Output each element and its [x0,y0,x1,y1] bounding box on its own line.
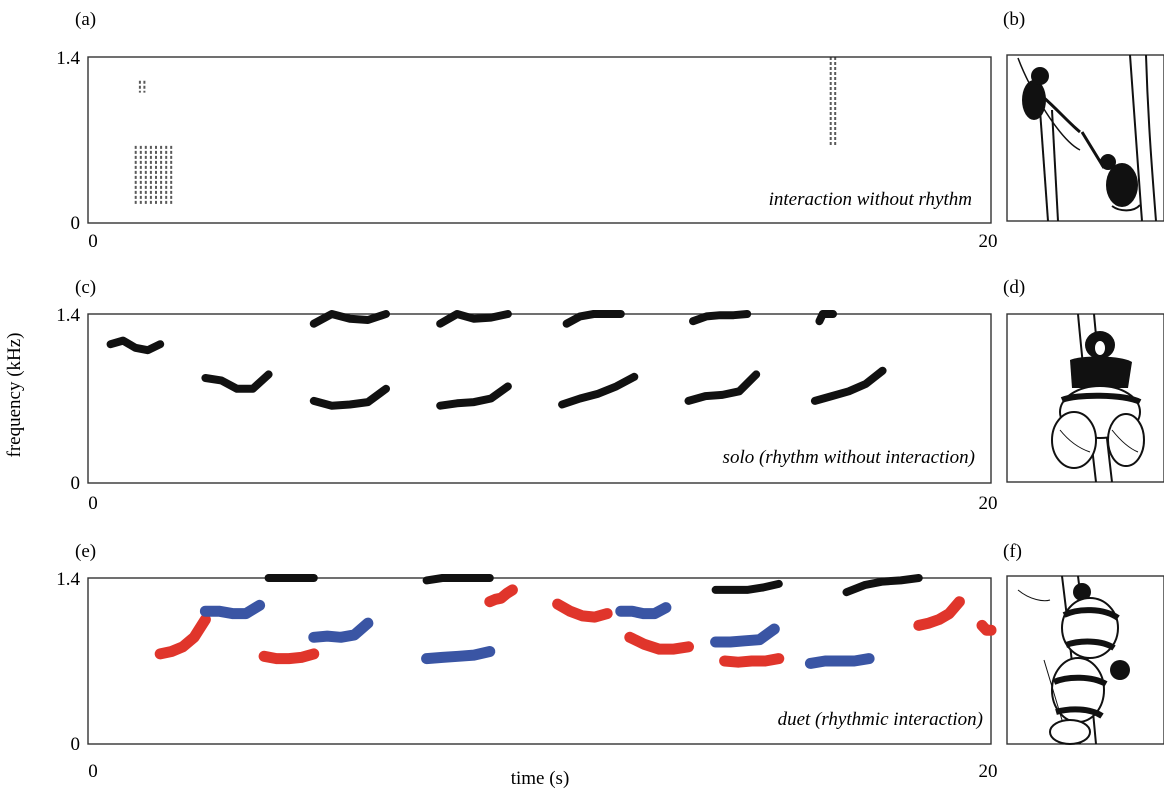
call-mark-1-0-8 [436,310,512,328]
spectrogram-panel-c: (c) 1.4 0 0 20 solo (rhythm without inte… [56,277,997,514]
call-mark-0-0-0 [134,145,173,206]
x-axis-label: time (s) [511,768,570,789]
two-lemurs-reaching-illustration [1017,54,1157,222]
call-mark-1-0-7 [309,310,390,328]
illustration-panel-b: (b) [1003,9,1164,222]
call-marks-c [106,310,887,410]
call-mark-2-1-2 [421,646,496,665]
call-marks-a [134,57,837,206]
x-tick-right-a: 20 [979,231,998,252]
call-mark-2-2-2 [711,579,783,594]
call-mark-2-0-5 [719,653,785,668]
panel-label-a: (a) [75,9,96,30]
annotation-c: solo (rhythm without interaction) [723,447,975,468]
panel-label-c: (c) [75,277,96,298]
panel-label-e: (e) [75,541,96,562]
y-tick-top-e: 1.4 [56,569,80,590]
y-tick-top-a: 1.4 [56,48,80,69]
annotation-a: interaction without rhythm [769,189,972,210]
call-marks-e [154,574,997,669]
call-mark-1-0-3 [436,382,512,410]
call-mark-2-0-1 [258,648,320,665]
call-mark-0-0-2 [829,57,837,146]
x-tick-left-a: 0 [88,231,98,252]
call-mark-2-1-1 [308,617,374,643]
panel-label-b: (b) [1003,9,1025,30]
two-lemurs-duetting-illustration [1017,575,1130,745]
y-tick-top-c: 1.4 [56,305,80,326]
y-tick-bottom-e: 0 [71,734,81,755]
spectrogram-panel-e: (e) 1.4 0 0 20 duet (rhythmic interactio… [56,541,997,789]
call-mark-1-0-11 [815,310,837,326]
call-mark-2-0-4 [624,631,694,655]
single-lemur-calling-illustration [1051,313,1145,483]
spectrogram-panel-a: (a) 1.4 0 0 20 interaction without rhyth… [56,9,997,252]
annotation-e: duet (rhythmic interaction) [778,709,983,730]
call-mark-1-0-10 [689,310,752,326]
x-tick-left-c: 0 [88,493,98,514]
call-mark-2-0-0 [154,614,211,660]
panel-label-d: (d) [1003,277,1025,298]
call-mark-1-0-2 [309,384,390,410]
x-tick-right-e: 20 [979,761,998,782]
call-mark-1-0-4 [558,372,639,409]
x-tick-right-c: 20 [979,493,998,514]
call-mark-1-0-1 [201,370,273,393]
call-mark-2-1-0 [199,599,266,620]
plot-frame-e [87,577,992,745]
call-mark-2-0-7 [976,619,997,636]
call-mark-2-0-3 [552,598,613,623]
call-mark-1-0-6 [810,366,887,405]
call-mark-2-1-4 [710,623,780,648]
y-tick-bottom-c: 0 [71,473,81,494]
call-mark-1-0-0 [106,336,165,355]
call-mark-2-0-6 [913,596,965,631]
call-mark-1-0-9 [562,310,625,328]
plot-frame-a [87,56,992,224]
call-mark-2-1-3 [615,602,672,620]
y-axis-label: frequency (kHz) [4,332,25,457]
x-tick-left-e: 0 [88,761,98,782]
call-mark-2-0-2 [484,584,518,608]
illustration-panel-f: (f) [1003,541,1164,745]
panel-label-f: (f) [1003,541,1022,562]
call-mark-0-0-1 [138,80,146,93]
call-mark-2-2-1 [422,574,494,585]
plot-frame-c [87,313,992,484]
illustration-panel-d: (d) [1003,277,1164,483]
call-mark-2-2-3 [842,574,923,597]
call-mark-2-1-5 [804,653,875,669]
y-tick-bottom-a: 0 [71,213,81,234]
call-mark-1-0-5 [684,370,761,405]
